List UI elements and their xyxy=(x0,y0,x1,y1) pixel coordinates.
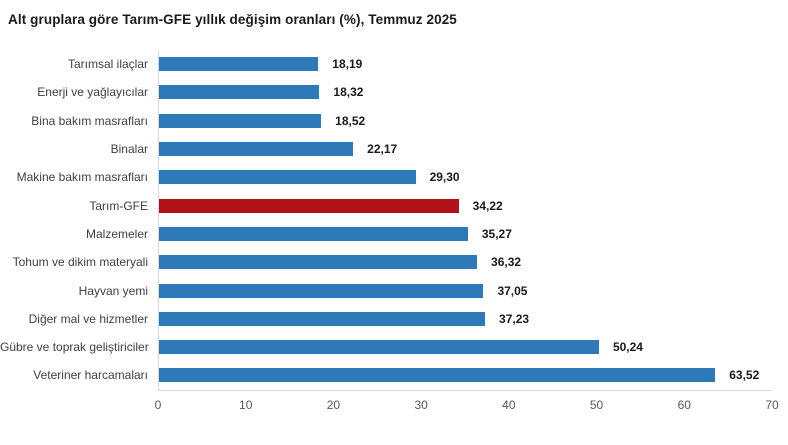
category-label: Gübre ve toprak geliştiriciler xyxy=(0,340,149,355)
x-axis-tick-label: 20 xyxy=(326,397,341,412)
x-axis-tick-label: 60 xyxy=(677,397,691,412)
bar-area: 18,32 xyxy=(158,78,772,107)
value-label: 37,05 xyxy=(497,283,528,298)
bar-area: 18,52 xyxy=(158,106,772,135)
x-axis-tick-label: 70 xyxy=(765,397,779,412)
bar xyxy=(159,85,320,100)
value-label: 18,32 xyxy=(333,85,364,100)
value-label: 34,22 xyxy=(472,198,503,213)
bar-area: 29,30 xyxy=(158,163,772,192)
category-label: Tarımsal ilaçlar xyxy=(67,57,148,72)
x-axis-tick-label: 30 xyxy=(414,397,428,412)
value-label: 22,17 xyxy=(367,142,398,157)
bar-area: 22,17 xyxy=(158,134,772,164)
bar xyxy=(159,255,478,270)
bar-area: 50,24 xyxy=(158,332,772,362)
value-label: 36,32 xyxy=(491,255,522,270)
bar-highlight xyxy=(159,198,459,213)
bar-area: 34,22 xyxy=(158,191,772,220)
chart-row: Diğer mal ve hizmetler 37,23 xyxy=(0,304,772,333)
chart-row: Veteriner harcamaları 63,52 xyxy=(0,361,772,390)
bar xyxy=(159,368,716,383)
chart-row: Tarım-GFE 34,22 xyxy=(0,191,772,220)
chart-row: Hayvan yemi 37,05 xyxy=(0,276,772,305)
chart-plot-area: Tarımsal ilaçlar 18,19 Enerji ve yağlayıcı… xyxy=(0,50,772,390)
bar-area: 36,32 xyxy=(158,248,772,277)
category-label: Binalar xyxy=(110,142,148,157)
value-label: 50,24 xyxy=(612,340,643,355)
x-axis: 0 10 20 30 40 50 60 70 xyxy=(154,389,779,417)
x-axis-tick-label: 50 xyxy=(589,397,604,412)
bar xyxy=(159,311,486,326)
chart-row: Makine bakım masrafları 29,30 xyxy=(0,163,772,192)
bar-area: 37,05 xyxy=(158,276,772,305)
bar xyxy=(159,142,354,157)
bar xyxy=(159,283,484,298)
category-label: Hayvan yemi xyxy=(78,283,148,298)
value-label: 37,23 xyxy=(499,311,530,326)
value-label: 18,52 xyxy=(335,113,366,128)
chart-row: Malzemeler 35,27 xyxy=(0,219,772,249)
bar xyxy=(159,57,319,72)
bar-area: 37,23 xyxy=(158,304,772,333)
bar xyxy=(159,226,468,241)
bar xyxy=(159,170,416,185)
x-axis-tick-label: 0 xyxy=(154,397,162,412)
value-label: 35,27 xyxy=(481,226,512,241)
bar xyxy=(159,340,599,355)
chart-row: Bina bakım masrafları 18,52 xyxy=(0,106,772,135)
value-label: 18,19 xyxy=(332,57,363,72)
bar-area: 18,19 xyxy=(158,50,772,79)
value-label: 63,52 xyxy=(729,368,760,383)
category-label: Diğer mal ve hizmetler xyxy=(28,311,148,326)
category-label: Enerji ve yağlayıcılar xyxy=(37,85,148,100)
bar-chart: Tarımsal ilaçlar 18,19 Enerji ve yağlayıcı… xyxy=(0,50,779,417)
category-label: Malzemeler xyxy=(85,226,148,241)
chart-row: Gübre ve toprak geliştiriciler 50,24 xyxy=(0,332,772,362)
x-axis-tick-label: 40 xyxy=(502,397,516,412)
category-label: Veteriner harcamaları xyxy=(33,368,148,383)
chart-row: Enerji ve yağlayıcılar 18,32 xyxy=(0,78,772,107)
value-label: 29,30 xyxy=(429,170,460,185)
chart-row: Tarımsal ilaçlar 18,19 xyxy=(0,50,772,79)
bar-area: 63,52 xyxy=(158,361,772,390)
x-axis-tick-label: 10 xyxy=(239,397,253,412)
chart-row: Tohum ve dikim materyali 36,32 xyxy=(0,248,772,277)
bar-area: 35,27 xyxy=(158,219,772,249)
category-label: Makine bakım masrafları xyxy=(16,170,148,185)
chart-title: Alt gruplara göre Tarım-GFE yıllık değiş… xyxy=(8,12,457,27)
category-label: Bina bakım masrafları xyxy=(31,113,148,128)
category-label: Tohum ve dikim materyali xyxy=(12,255,148,270)
chart-row: Binalar 22,17 xyxy=(0,134,772,164)
category-label: Tarım-GFE xyxy=(89,198,148,213)
bar xyxy=(159,113,322,128)
